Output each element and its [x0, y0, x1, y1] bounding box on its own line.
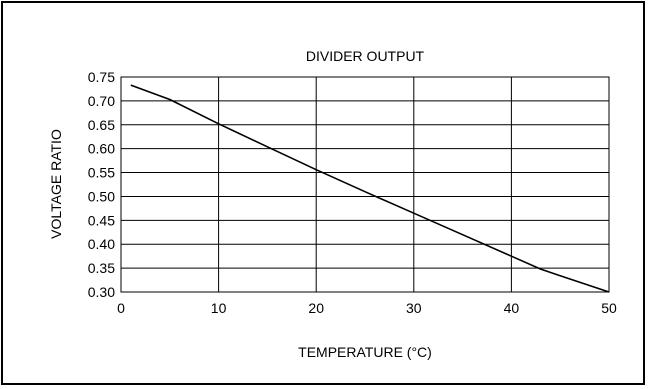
y-tick-label: 0.30 [88, 284, 115, 300]
series-group [130, 84, 610, 293]
y-tick-label: 0.45 [88, 212, 115, 228]
x-tick-label: 30 [406, 300, 422, 316]
x-tick-label: 0 [117, 300, 125, 316]
y-tick-label: 0.75 [88, 69, 115, 85]
y-tick-label: 0.50 [88, 188, 115, 204]
x-tick-label: 10 [211, 300, 227, 316]
y-tick-label: 0.40 [88, 236, 115, 252]
x-tick-label: 50 [601, 300, 617, 316]
plot-border [120, 76, 610, 293]
y-tick-label: 0.55 [88, 165, 115, 181]
y-tick-label: 0.60 [88, 141, 115, 157]
y-axis-label: VOLTAGE RATIO [48, 129, 64, 239]
x-tick-label: 20 [308, 300, 324, 316]
tick-labels: 0.75 0.70 0.65 0.60 0.55 0.50 0.45 0.40 0.35 0.30… [88, 69, 617, 316]
x-tick-label: 40 [504, 300, 520, 316]
chart-frame [1, 1, 645, 385]
y-tick-label: 0.35 [88, 260, 115, 276]
series-line [130, 84, 610, 293]
x-axis-label: TEMPERATURE (°C) [298, 344, 432, 360]
y-tick-label: 0.65 [88, 117, 115, 133]
grid [120, 76, 610, 293]
y-tick-label: 0.70 [88, 93, 115, 109]
chart-title: DIVIDER OUTPUT [306, 48, 425, 64]
